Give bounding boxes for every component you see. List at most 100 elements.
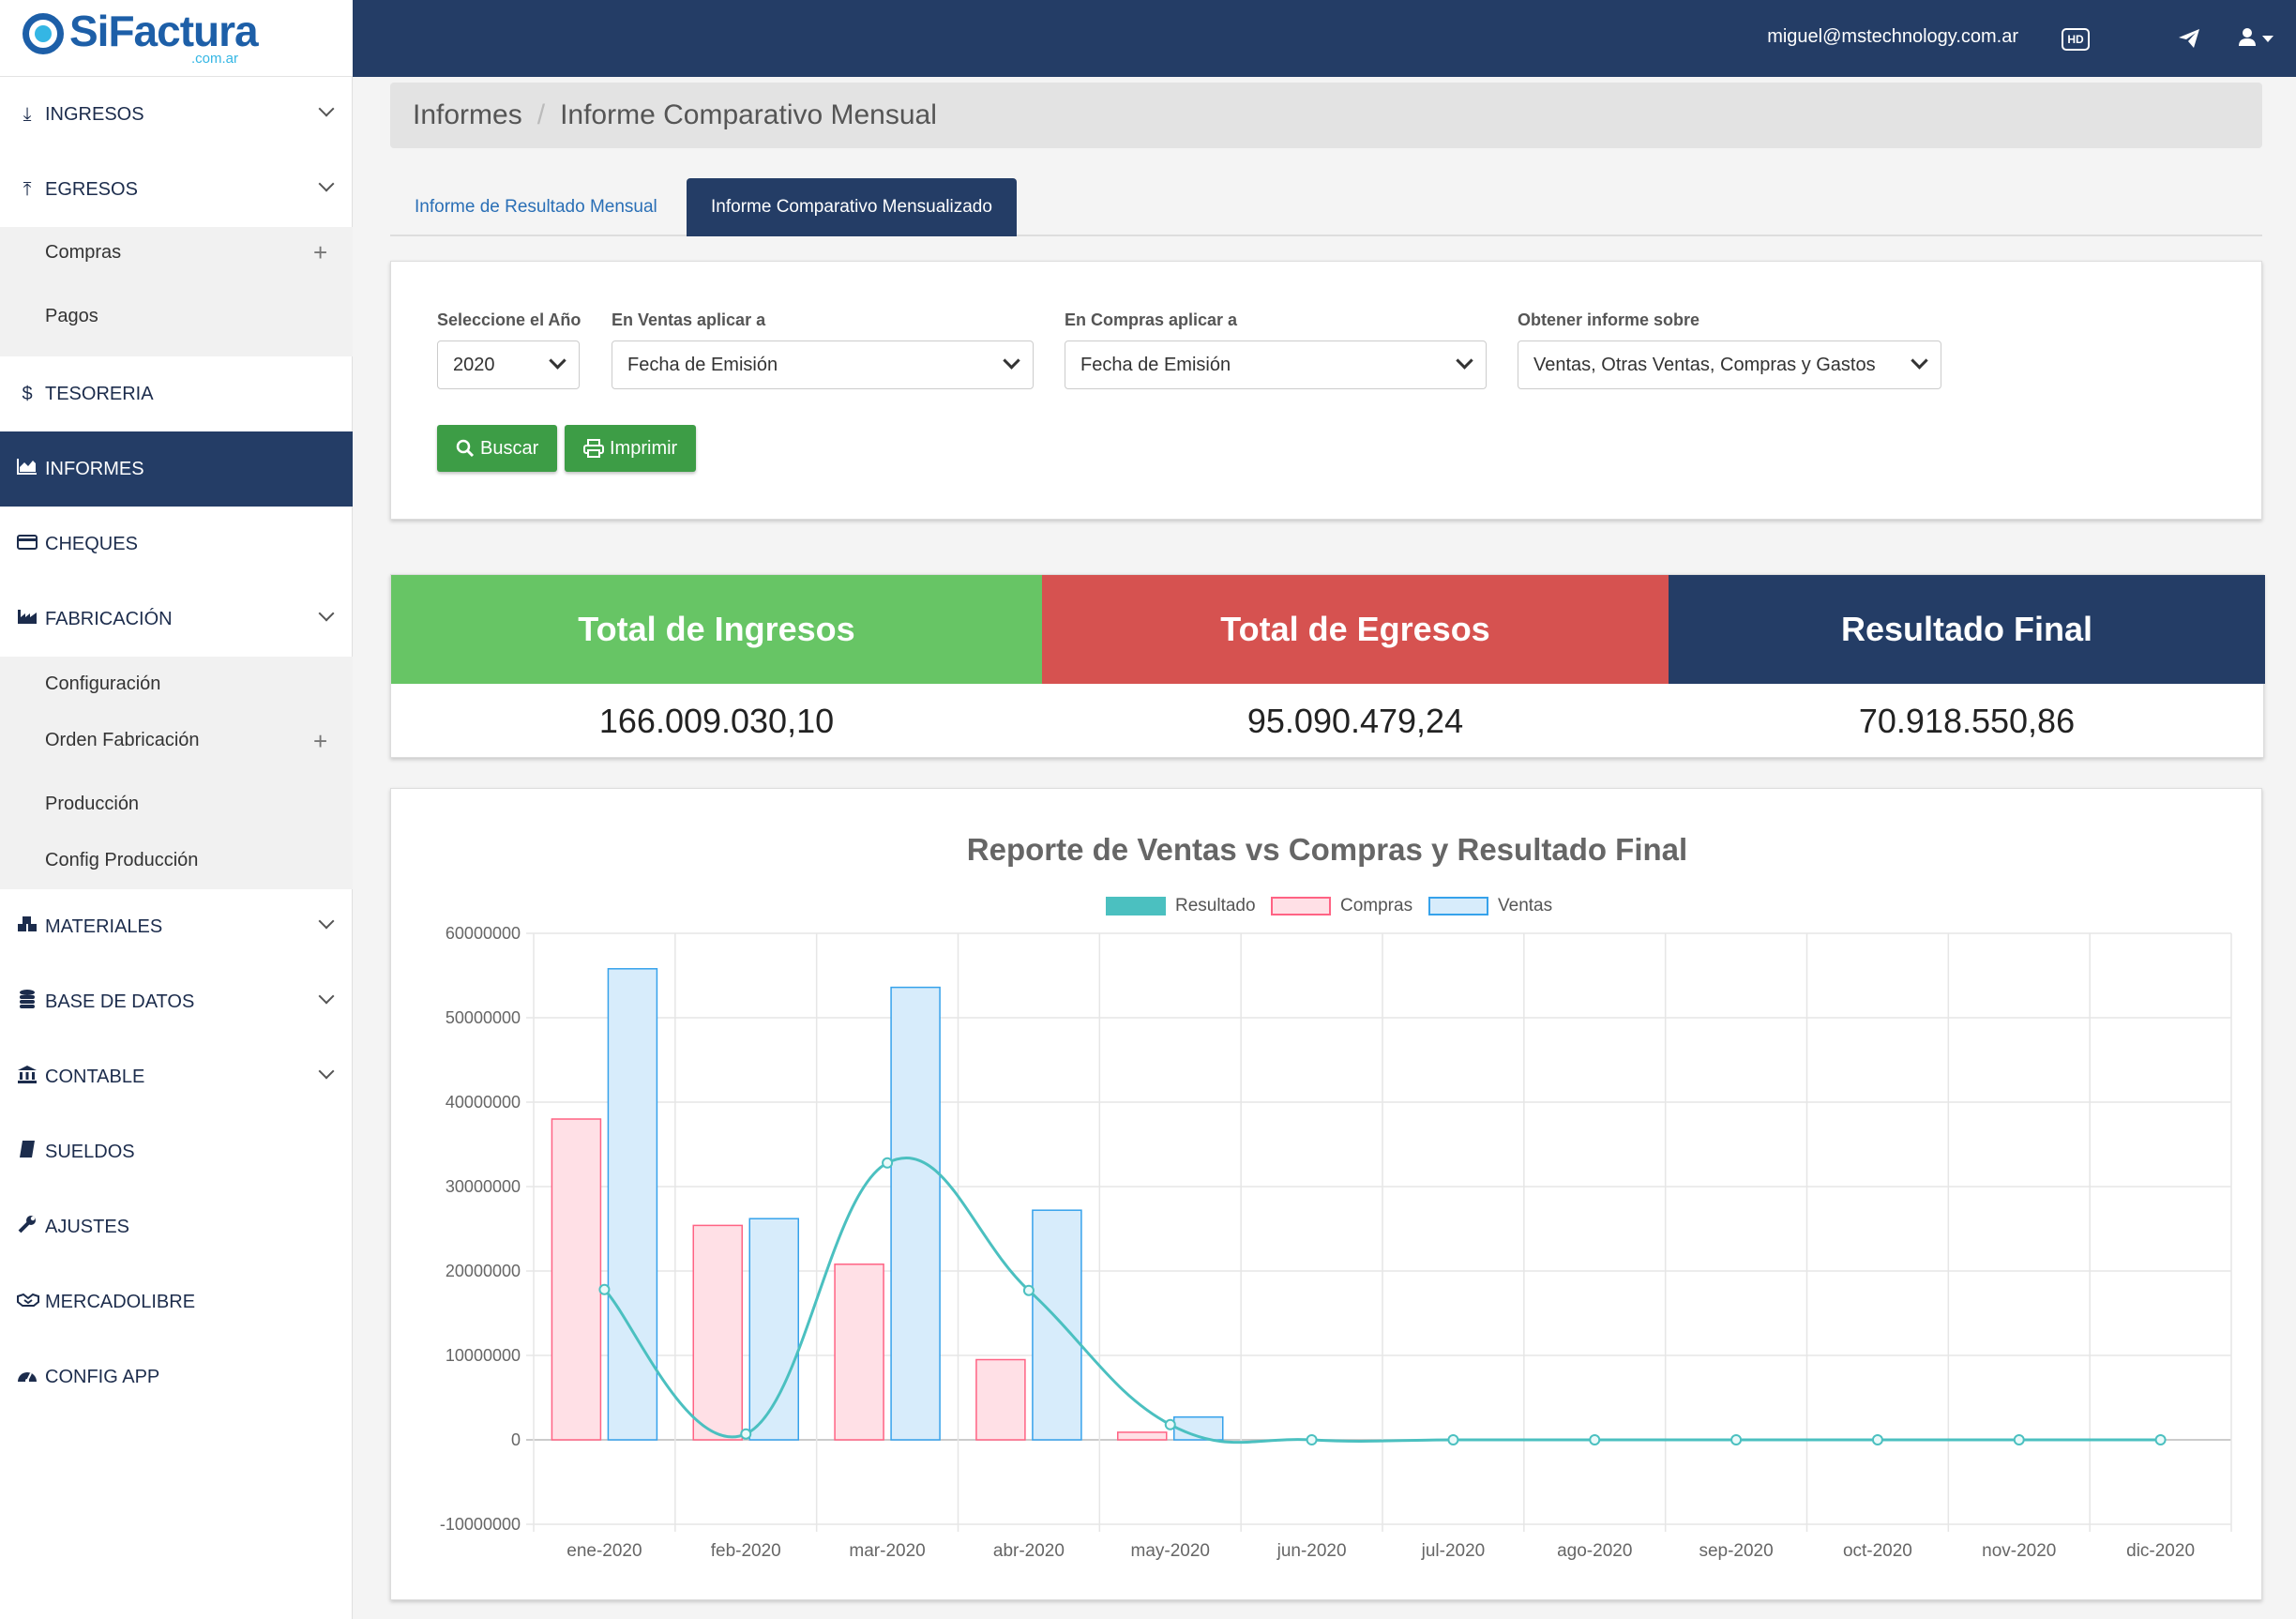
compras-value: Fecha de Emisión [1080,354,1231,375]
compras-select[interactable]: Fecha de Emisión [1065,340,1487,389]
sidebar-item-egresos[interactable]: ⤒ EGRESOS [0,152,353,227]
sidebar-item-label: MERCADOLIBRE [45,1291,196,1312]
user-icon [2239,28,2256,46]
year-select[interactable]: 2020 [437,340,580,389]
chevron-down-icon [318,913,335,930]
x-tick-label: sep-2020 [1699,1541,1773,1561]
y-tick-label: 0 [511,1430,521,1449]
x-tick-label: mar-2020 [849,1541,925,1561]
sidebar-item-tesoreria[interactable]: $ TESORERIA [0,356,353,431]
plus-icon[interactable]: + [313,727,328,755]
sidebar-item-mercadolibre[interactable]: MERCADOLIBRE [0,1264,353,1339]
sidebar-item-fabricacion[interactable]: FABRICACIÓN [0,582,353,657]
y-tick-label: 40000000 [446,1093,521,1112]
bar-compras [975,1358,1026,1441]
book-icon [17,1140,38,1164]
sidebar-item-base-de-datos[interactable]: BASE DE DATOS [0,964,353,1039]
tab-comparativo-mensualizado[interactable]: Informe Comparativo Mensualizado [687,178,1017,236]
sidebar-item-label: INGRESOS [45,103,144,125]
sidebar-item-label: AJUSTES [45,1216,130,1237]
sidebar-subitem-configuracion[interactable]: Configuración [45,673,161,694]
bar-compras [1117,1431,1168,1441]
legend-ventas[interactable]: Ventas [1428,896,1552,916]
sidebar-item-label: INFORMES [45,458,144,479]
tabs-divider [390,235,2262,236]
hd-icon[interactable]: HD [2062,28,2090,51]
bar-compras [692,1224,743,1441]
chart-plot: 60000000 50000000 40000000 30000000 20000000… [440,924,2232,1561]
brand-name: SiFactura [69,7,259,55]
area-chart-icon [17,458,38,480]
sidebar-item-ingresos[interactable]: ⤓ INGRESOS [0,77,353,152]
fabricacion-submenu: Configuración Orden Fabricación + Produc… [0,657,353,889]
point-resultado [2013,1434,2025,1445]
buscar-label: Buscar [480,437,539,459]
user-menu[interactable] [2238,26,2281,53]
plus-icon[interactable]: + [313,238,328,266]
total-ingresos-value: 166.009.030,10 [598,702,835,740]
legend-label: Compras [1340,896,1413,915]
handshake-icon [17,1292,39,1313]
sidebar-subitem-compras[interactable]: Compras [45,242,122,263]
top-navbar: miguel@mstechnology.com.ar HD [0,0,2296,77]
y-tick-label: 50000000 [446,1008,521,1027]
sidebar-item-label: CONTABLE [45,1066,145,1087]
dollar-icon: $ [22,383,33,404]
totals-panel: Total de Ingresos Total de Egresos Resul… [390,574,2265,758]
point-resultado [598,1283,611,1295]
sidebar-item-materiales[interactable]: MATERIALES [0,889,353,964]
filter-panel: Seleccione el Año 2020 En Ventas aplicar… [390,261,2262,520]
sidebar-item-config-app[interactable]: CONFIG APP [0,1339,353,1415]
sidebar-item-label: TESORERIA [45,383,154,404]
sidebar-item-ajustes[interactable]: AJUSTES [0,1189,353,1264]
bar-ventas [890,986,941,1441]
sidebar-subitem-produccion[interactable]: Producción [45,794,140,814]
point-resultado [740,1428,752,1440]
legend-resultado[interactable]: Resultado [1106,896,1256,916]
sidebar-subitem-config-produccion[interactable]: Config Producción [45,850,199,870]
sidebar-item-label: CHEQUES [45,533,138,554]
print-icon [583,439,604,458]
buscar-button[interactable]: Buscar [437,425,558,472]
y-tick-label: -10000000 [440,1515,521,1534]
caret-down-icon [2262,36,2273,42]
total-egresos-header: Total de Egresos [1042,575,1669,684]
chart-title: Reporte de Ventas vs Compras y Resultado… [966,832,1688,867]
legend-label: Ventas [1498,896,1553,915]
sidebar-item-label: SUELDOS [45,1141,135,1162]
x-tick-label: dic-2020 [2126,1541,2195,1561]
y-tick-label: 10000000 [446,1346,521,1365]
sidebar-subitem-pagos[interactable]: Pagos [45,306,98,326]
resultado-final-header: Resultado Final [1669,575,2265,684]
ventas-select[interactable]: Fecha de Emisión [612,340,1034,389]
user-email[interactable]: miguel@mstechnology.com.ar [1767,26,2018,47]
legend-swatch [1106,897,1166,915]
tab-resultado-mensual[interactable]: Informe de Resultado Mensual [415,197,657,217]
imprimir-button[interactable]: Imprimir [565,425,697,472]
informe-select[interactable]: Ventas, Otras Ventas, Compras y Gastos [1518,340,1941,389]
x-tick-label: abr-2020 [993,1541,1065,1561]
sidebar-item-sueldos[interactable]: SUELDOS [0,1114,353,1189]
x-tick-label: ago-2020 [1557,1541,1632,1561]
paper-plane-icon[interactable] [2178,28,2200,49]
chart-panel: Reporte de Ventas vs Compras y Resultado… [390,788,2262,1600]
chevron-down-icon [1003,352,1020,370]
x-tick-label: jun-2020 [1276,1541,1347,1561]
sidebar-item-cheques[interactable]: CHEQUES [0,507,353,582]
sidebar-item-label: MATERIALES [45,915,163,937]
point-resultado [1871,1434,1883,1445]
cubes-icon [17,915,38,938]
sidebar-item-informes[interactable]: INFORMES [0,431,353,507]
sidebar-subitem-orden-fabricacion[interactable]: Orden Fabricación [45,730,200,750]
compras-label: En Compras aplicar a [1065,310,1238,329]
sidebar-item-contable[interactable]: CONTABLE [0,1039,353,1114]
breadcrumb-root[interactable]: Informes [413,99,522,130]
point-resultado [1164,1418,1176,1430]
point-resultado [2154,1434,2167,1445]
year-value: 2020 [453,354,495,375]
legend-compras[interactable]: Compras [1271,896,1412,916]
chevron-down-icon [318,988,335,1005]
brand-logo[interactable]: SiFactura .com.ar [0,0,353,77]
x-tick-label: jul-2020 [1421,1541,1486,1561]
x-tick-label: nov-2020 [1982,1541,2056,1561]
